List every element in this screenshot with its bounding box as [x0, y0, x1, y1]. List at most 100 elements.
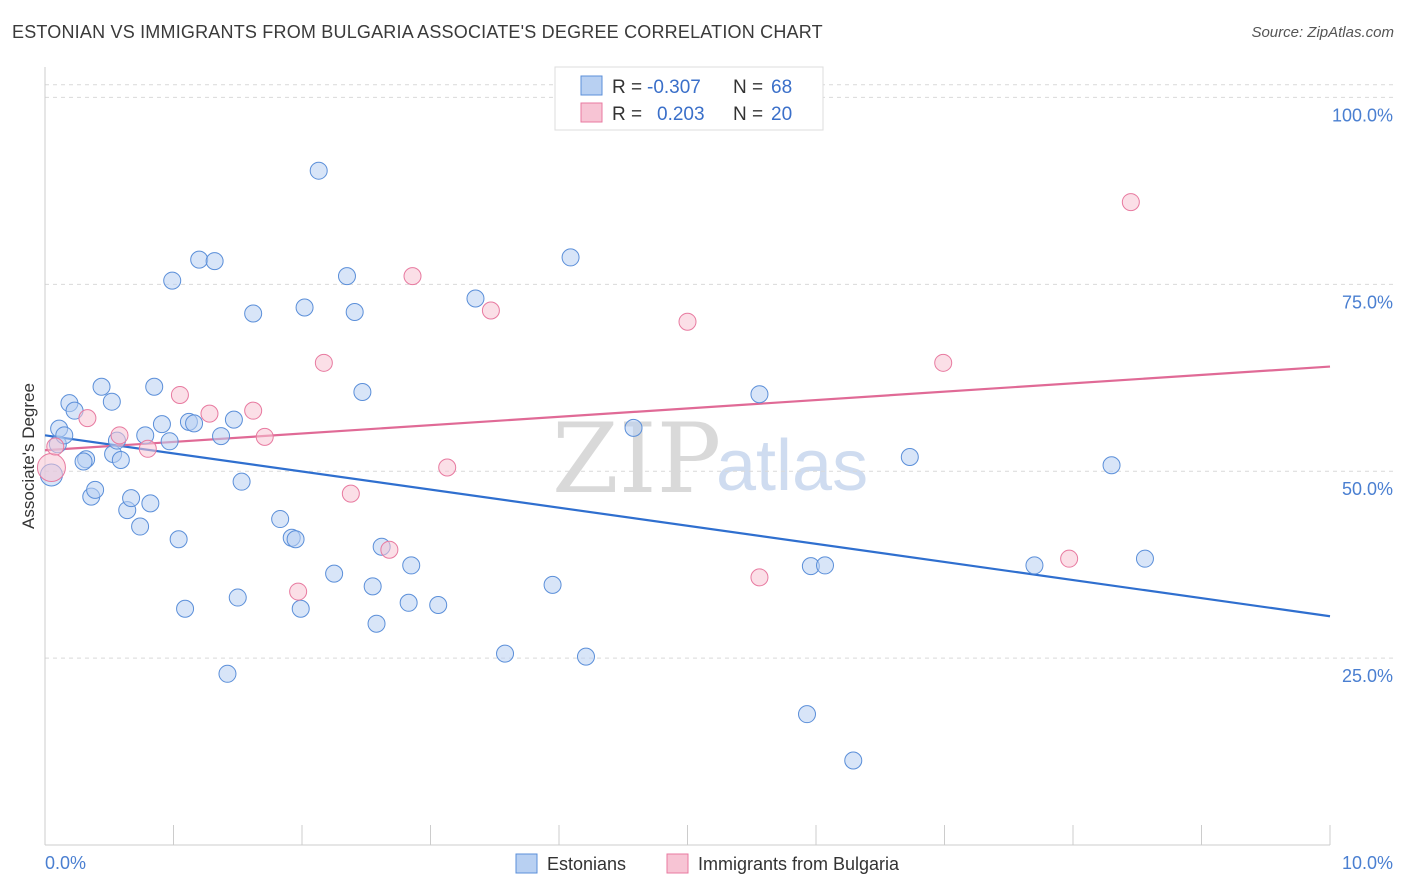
data-point-bulgaria: [46, 437, 65, 456]
data-point-estonians: [286, 530, 305, 549]
trend-line-estonians: [44, 434, 1331, 618]
stats-swatch-bulgaria: [580, 102, 603, 123]
data-point-estonians: [145, 377, 164, 396]
data-point-estonians: [1102, 456, 1121, 475]
data-point-estonians: [295, 298, 314, 317]
data-point-estonians: [815, 556, 834, 575]
stats-box: R = -0.307 N = 68 R = 0.203 N = 20: [554, 66, 824, 131]
data-point-bulgaria: [244, 401, 263, 420]
data-point-estonians: [1025, 556, 1044, 575]
data-point-estonians: [402, 556, 421, 575]
legend-label-estonians: Estonians: [547, 854, 626, 874]
data-point-bulgaria: [289, 582, 308, 601]
legend-swatch-estonians: [515, 853, 538, 874]
data-point-estonians: [844, 751, 863, 770]
data-point-bulgaria: [1121, 193, 1140, 212]
data-point-estonians: [543, 575, 562, 594]
data-point-bulgaria: [138, 439, 157, 458]
data-point-estonians: [496, 644, 515, 663]
data-point-estonians: [212, 427, 231, 446]
x-tick-label-start: 0.0%: [45, 853, 86, 873]
stats-r-value-1: -0.307: [647, 77, 701, 98]
x-tick-labels: 0.0% 10.0%: [45, 853, 1393, 873]
data-point-estonians: [337, 267, 356, 286]
data-point-estonians: [74, 452, 93, 471]
y-axis-label: Associate's Degree: [19, 383, 38, 529]
data-point-estonians: [624, 418, 643, 437]
data-point-bulgaria: [481, 301, 500, 320]
data-point-estonians: [429, 596, 448, 615]
data-point-estonians: [399, 593, 418, 612]
data-point-estonians: [86, 480, 105, 499]
data-point-bulgaria: [78, 409, 97, 428]
stats-n-value-2: 20: [771, 104, 792, 125]
data-point-bulgaria: [438, 458, 457, 477]
data-point-estonians: [798, 705, 817, 724]
data-points: [36, 161, 1154, 770]
data-point-estonians: [224, 410, 243, 429]
data-point-estonians: [205, 252, 224, 271]
y-tick-labels: 25.0% 50.0% 75.0% 100.0%: [1332, 105, 1393, 686]
data-point-bulgaria: [255, 427, 274, 446]
data-point-bulgaria: [110, 426, 129, 445]
stats-r-value-2: 0.203: [657, 104, 705, 125]
data-point-estonians: [152, 415, 171, 434]
gridlines: [45, 84, 1393, 659]
data-point-bulgaria: [678, 312, 697, 331]
stats-n-value-1: 68: [771, 77, 792, 98]
data-point-bulgaria: [36, 452, 66, 482]
data-point-estonians: [291, 599, 310, 618]
data-point-estonians: [92, 377, 111, 396]
data-point-estonians: [122, 489, 141, 508]
watermark-atlas: atlas: [716, 426, 868, 506]
chart-title: ESTONIAN VS IMMIGRANTS FROM BULGARIA ASS…: [12, 22, 823, 42]
data-point-estonians: [345, 302, 364, 321]
data-point-estonians: [561, 248, 580, 267]
data-point-bulgaria: [1060, 549, 1079, 568]
data-point-estonians: [102, 392, 121, 411]
data-point-bulgaria: [934, 353, 953, 372]
data-point-estonians: [244, 304, 263, 323]
data-point-bulgaria: [750, 568, 769, 587]
data-point-bulgaria: [170, 385, 189, 404]
data-point-bulgaria: [403, 267, 422, 286]
data-point-estonians: [163, 271, 182, 290]
data-point-estonians: [271, 510, 290, 529]
data-point-estonians: [176, 599, 195, 618]
stats-n-label-1: N =: [733, 77, 763, 98]
y-tick-label: 50.0%: [1342, 479, 1393, 499]
data-point-bulgaria: [341, 484, 360, 503]
data-point-estonians: [367, 614, 386, 633]
y-tick-label: 100.0%: [1332, 105, 1393, 125]
data-point-estonians: [576, 647, 595, 666]
stats-n-label-2: N =: [733, 104, 763, 125]
data-point-estonians: [131, 517, 150, 536]
data-point-estonians: [1135, 549, 1154, 568]
data-point-estonians: [900, 448, 919, 467]
x-tick-label-end: 10.0%: [1342, 853, 1393, 873]
source-label: Source: ZipAtlas.com: [1251, 24, 1394, 41]
y-tick-label: 75.0%: [1342, 292, 1393, 312]
data-point-bulgaria: [200, 404, 219, 423]
data-point-estonians: [218, 664, 237, 683]
data-point-estonians: [141, 494, 160, 513]
legend-swatch-bulgaria: [666, 853, 689, 874]
data-point-estonians: [466, 289, 485, 308]
data-point-estonians: [160, 432, 179, 451]
data-point-bulgaria: [314, 353, 333, 372]
data-point-estonians: [232, 472, 251, 491]
data-point-estonians: [325, 564, 344, 583]
data-point-estonians: [190, 250, 209, 269]
stats-swatch-estonians: [580, 75, 603, 96]
stats-r-label-1: R =: [612, 77, 642, 98]
data-point-estonians: [228, 588, 247, 607]
legend: Estonians Immigrants from Bulgaria: [515, 853, 900, 874]
data-point-estonians: [309, 161, 328, 180]
stats-r-label-2: R =: [612, 104, 642, 125]
data-point-estonians: [185, 414, 204, 433]
data-point-estonians: [750, 385, 769, 404]
data-point-estonians: [353, 382, 372, 401]
data-point-estonians: [169, 530, 188, 549]
legend-label-bulgaria: Immigrants from Bulgaria: [698, 854, 900, 874]
